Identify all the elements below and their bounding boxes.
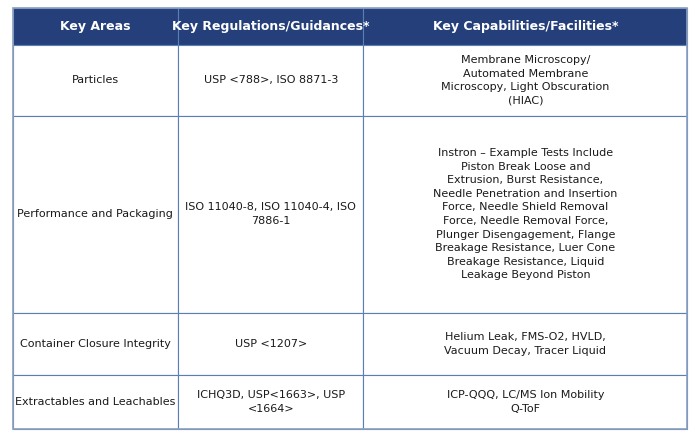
Bar: [363, 45, 687, 116]
Bar: [178, 8, 363, 45]
Bar: [13, 375, 178, 429]
Text: Instron – Example Tests Include
Piston Break Loose and
Extrusion, Burst Resistan: Instron – Example Tests Include Piston B…: [433, 148, 617, 281]
Text: Key Regulations/Guidances*: Key Regulations/Guidances*: [172, 20, 370, 33]
Bar: [178, 116, 363, 313]
Text: Performance and Packaging: Performance and Packaging: [18, 209, 173, 219]
Bar: [178, 375, 363, 429]
Text: Key Areas: Key Areas: [60, 20, 130, 33]
Text: Particles: Particles: [71, 75, 119, 85]
Text: Helium Leak, FMS-O2, HVLD,
Vacuum Decay, Tracer Liquid: Helium Leak, FMS-O2, HVLD, Vacuum Decay,…: [444, 332, 606, 356]
Text: USP <1207>: USP <1207>: [234, 339, 307, 349]
Bar: [13, 8, 178, 45]
Text: USP <788>, ISO 8871-3: USP <788>, ISO 8871-3: [204, 75, 338, 85]
Bar: [13, 45, 178, 116]
Text: ICP-QQQ, LC/MS Ion Mobility
Q-ToF: ICP-QQQ, LC/MS Ion Mobility Q-ToF: [447, 390, 604, 414]
Bar: [363, 313, 687, 375]
Text: Extractables and Leachables: Extractables and Leachables: [15, 397, 176, 407]
Bar: [178, 45, 363, 116]
Bar: [363, 375, 687, 429]
Bar: [178, 313, 363, 375]
Text: Key Capabilities/Facilities*: Key Capabilities/Facilities*: [433, 20, 618, 33]
Bar: [13, 313, 178, 375]
Text: Membrane Microscopy/
Automated Membrane
Microscopy, Light Obscuration
(HIAC): Membrane Microscopy/ Automated Membrane …: [441, 55, 610, 106]
Text: Container Closure Integrity: Container Closure Integrity: [20, 339, 171, 349]
Text: ISO 11040-8, ISO 11040-4, ISO
7886-1: ISO 11040-8, ISO 11040-4, ISO 7886-1: [186, 202, 356, 226]
Text: ICHQ3D, USP<1663>, USP
<1664>: ICHQ3D, USP<1663>, USP <1664>: [197, 390, 345, 414]
Bar: [13, 116, 178, 313]
Bar: [363, 8, 687, 45]
Bar: [363, 116, 687, 313]
